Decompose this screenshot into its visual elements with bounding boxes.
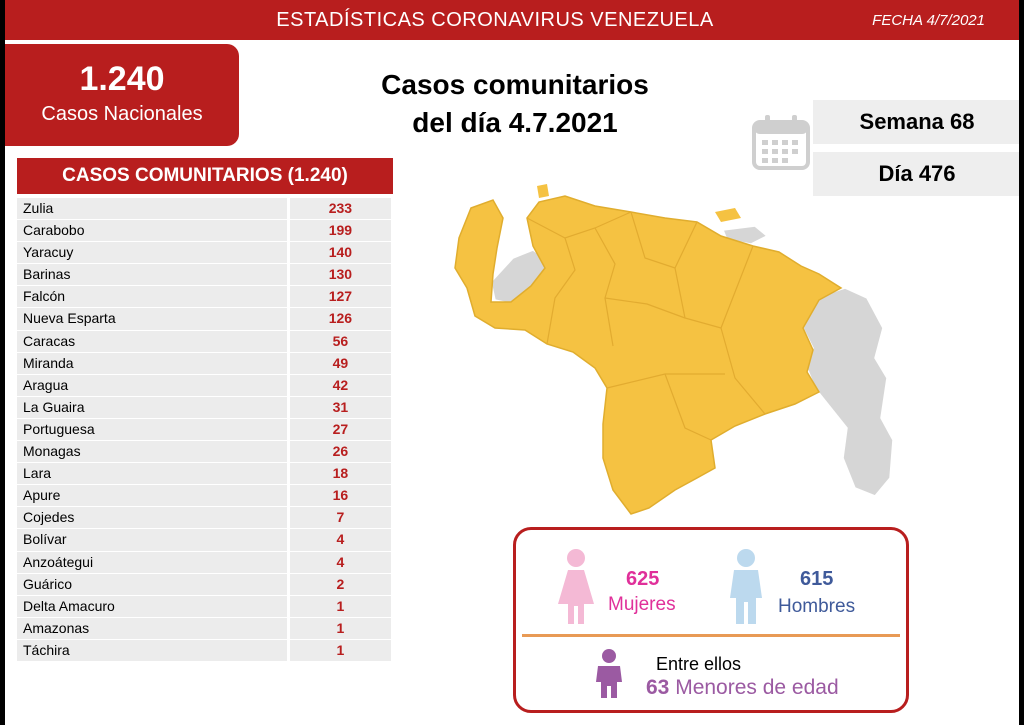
headline-line2: del día 4.7.2021 [412, 107, 618, 138]
state-value: 1 [289, 639, 391, 661]
calendar-icon [752, 115, 810, 170]
national-cases-label: Casos Nacionales [41, 103, 203, 125]
state-name: Carabobo [17, 220, 287, 242]
state-name: Amazonas [17, 617, 287, 639]
state-name: Táchira [17, 639, 287, 661]
page-title: ESTADÍSTICAS CORONAVIRUS VENEZUELA [276, 9, 714, 31]
list-item: Lara 18 [17, 463, 391, 486]
list-item: Miranda 49 [17, 352, 391, 375]
child-icon [596, 649, 622, 698]
state-name: Apure [17, 485, 287, 507]
infographic: ESTADÍSTICAS CORONAVIRUS VENEZUELA FECHA… [5, 0, 1019, 725]
state-value: 233 [289, 198, 391, 220]
week-box: Semana 68 [813, 100, 1019, 144]
minors-label: Menores de edad [675, 676, 839, 699]
state-name: Nueva Esparta [17, 308, 287, 330]
map-island-2 [715, 208, 741, 222]
national-cases-box: 1.240 Casos Nacionales [5, 44, 239, 146]
men-label: Hombres [778, 596, 856, 617]
state-value: 49 [289, 352, 391, 374]
divider [522, 634, 900, 637]
list-item: Amazonas 1 [17, 617, 391, 640]
state-value: 7 [289, 507, 391, 529]
state-name: Portuguesa [17, 418, 287, 441]
state-name: Delta Amacuro [17, 595, 287, 617]
list-item: Yaracuy 140 [17, 242, 391, 265]
headline-line1: Casos comunitarios [381, 69, 649, 100]
state-value: 199 [289, 220, 391, 242]
state-value: 31 [289, 396, 391, 418]
list-item: Guárico 2 [17, 573, 391, 596]
state-value: 1 [289, 617, 391, 639]
state-value: 1 [289, 595, 391, 617]
state-name: Yaracuy [17, 242, 287, 264]
list-item: Cojedes 7 [17, 507, 391, 530]
map-island-1 [537, 184, 549, 198]
list-item: Aragua 42 [17, 374, 391, 397]
minors-count: 63 [646, 676, 670, 699]
minors-row: 63 Menores de edad [646, 676, 839, 700]
state-name: Cojedes [17, 507, 287, 529]
headline: Casos comunitarios del día 4.7.2021 [350, 66, 680, 142]
state-value: 26 [289, 441, 391, 463]
man-icon [730, 549, 762, 624]
national-cases-value: 1.240 [79, 60, 165, 98]
state-value: 56 [289, 330, 391, 352]
state-name: Bolívar [17, 529, 287, 551]
list-item: La Guaira 31 [17, 396, 391, 419]
venezuela-map [454, 184, 894, 515]
state-name: Barinas [17, 264, 287, 286]
list-item: Caracas 56 [17, 330, 391, 353]
list-item: Táchira 1 [17, 639, 391, 662]
state-name: Miranda [17, 352, 287, 374]
state-cases-list: Zulia 233 Carabobo 199 Yaracuy 140 Barinas 130 F… [17, 198, 391, 662]
state-value: 18 [289, 463, 391, 485]
women-count: 625 [626, 568, 660, 590]
state-value: 126 [289, 308, 391, 330]
state-value: 130 [289, 264, 391, 286]
state-value: 140 [289, 242, 391, 264]
day-box: Día 476 [813, 152, 1019, 196]
gender-box: 625 Mujeres 615 Hombres Entre ellos 63 M… [513, 527, 909, 713]
state-name: Lara [17, 463, 287, 485]
state-value: 4 [289, 551, 391, 573]
state-value: 4 [289, 529, 391, 551]
state-value: 27 [289, 418, 391, 441]
list-item: Bolívar 4 [17, 529, 391, 552]
state-name: Caracas [17, 330, 287, 352]
state-value: 42 [289, 374, 391, 396]
list-item: Portuguesa 27 [17, 418, 391, 442]
state-name: Anzoátegui [17, 551, 287, 573]
state-name: Guárico [17, 573, 287, 595]
women-label: Mujeres [608, 594, 676, 615]
state-name: Falcón [17, 286, 287, 308]
state-value: 16 [289, 485, 391, 507]
state-value: 127 [289, 286, 391, 308]
list-item: Nueva Esparta 126 [17, 308, 391, 331]
list-item: Anzoátegui 4 [17, 551, 391, 574]
list-item: Delta Amacuro 1 [17, 595, 391, 618]
list-title: CASOS COMUNITARIOS (1.240) [17, 158, 393, 194]
list-item: Falcón 127 [17, 286, 391, 309]
list-item: Monagas 26 [17, 441, 391, 464]
state-name: Zulia [17, 198, 287, 220]
minors-intro: Entre ellos [656, 654, 742, 674]
map-region-yellow-main [454, 195, 843, 515]
header-bar: ESTADÍSTICAS CORONAVIRUS VENEZUELA FECHA… [5, 0, 1019, 40]
list-item: Zulia 233 [17, 198, 391, 221]
state-name: Aragua [17, 374, 287, 396]
list-item: Barinas 130 [17, 264, 391, 287]
list-item: Carabobo 199 [17, 220, 391, 243]
woman-icon [558, 549, 594, 624]
report-date: FECHA 4/7/2021 [872, 12, 985, 29]
men-count: 615 [800, 568, 834, 590]
state-name: La Guaira [17, 396, 287, 418]
list-item: Apure 16 [17, 485, 391, 508]
state-value: 2 [289, 573, 391, 595]
state-name: Monagas [17, 441, 287, 463]
